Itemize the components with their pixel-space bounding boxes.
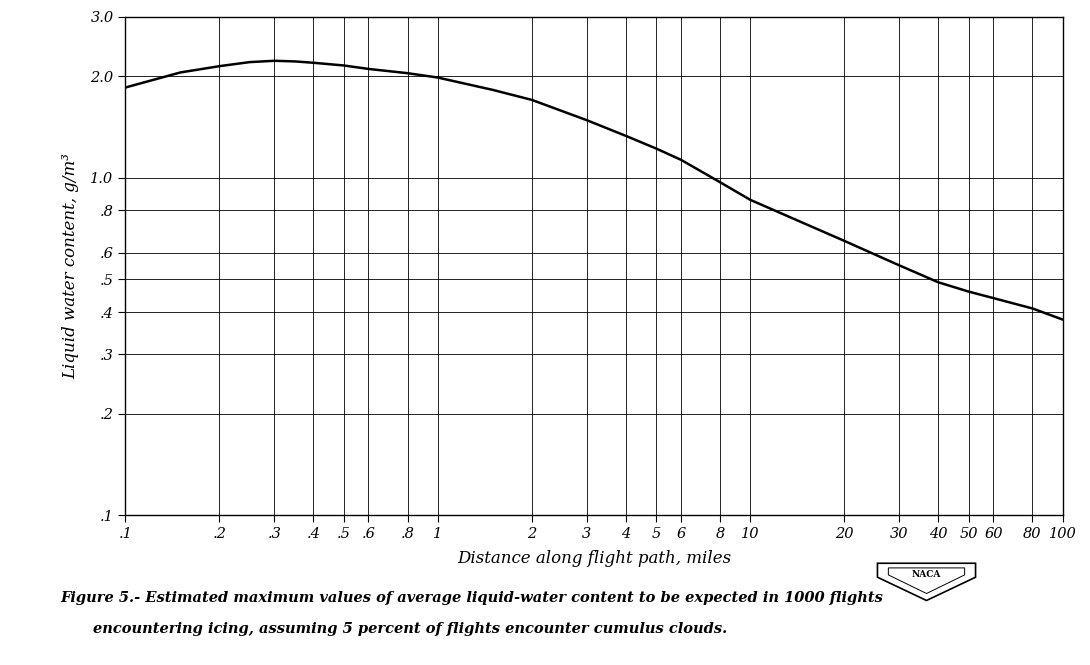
Text: encountering icing, assuming 5 percent of flights encounter cumulus clouds.: encountering icing, assuming 5 percent o… <box>93 622 727 636</box>
X-axis label: Distance along flight path, miles: Distance along flight path, miles <box>457 549 731 567</box>
Y-axis label: Liquid water content, g/m³: Liquid water content, g/m³ <box>62 153 80 379</box>
Text: Figure 5.- Estimated maximum values of average liquid-water content to be expect: Figure 5.- Estimated maximum values of a… <box>60 591 883 605</box>
Text: NACA: NACA <box>912 571 941 579</box>
